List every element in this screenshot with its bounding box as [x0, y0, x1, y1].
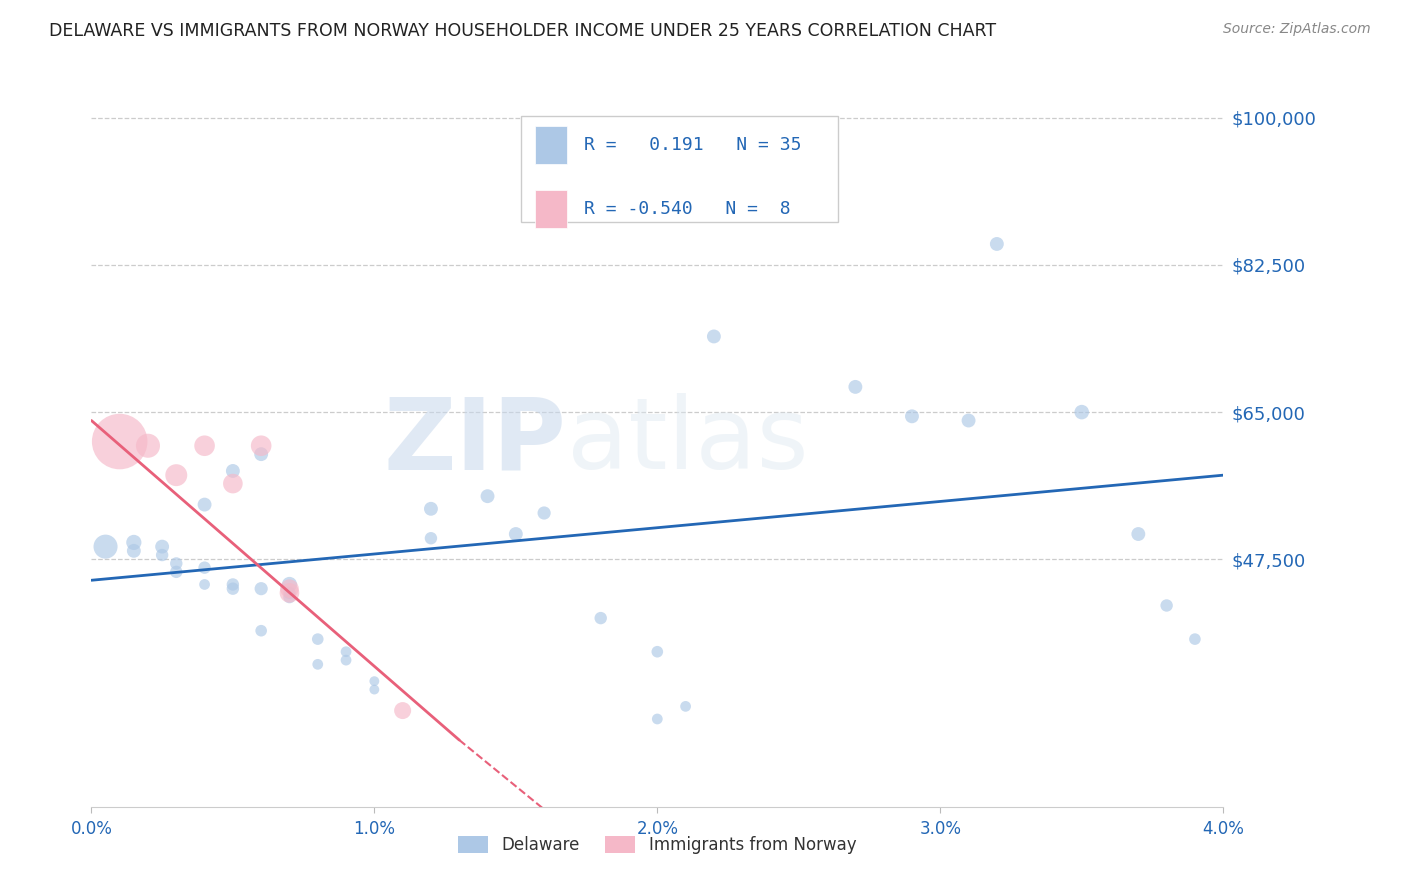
- Point: [108, 434, 131, 449]
- Point: [477, 489, 499, 503]
- Point: [391, 704, 413, 718]
- Point: [335, 645, 357, 659]
- Point: [1156, 599, 1178, 613]
- Point: [136, 439, 159, 453]
- FancyBboxPatch shape: [522, 116, 838, 222]
- Point: [278, 582, 301, 596]
- Point: [307, 657, 329, 672]
- Point: [363, 674, 385, 689]
- Point: [193, 577, 217, 591]
- Point: [165, 557, 187, 571]
- Point: [222, 464, 245, 478]
- Point: [533, 506, 555, 520]
- Point: [589, 611, 612, 625]
- Text: R = -0.540   N =  8: R = -0.540 N = 8: [583, 200, 790, 218]
- Point: [675, 699, 697, 714]
- Point: [645, 645, 668, 659]
- Point: [193, 560, 217, 574]
- Point: [250, 624, 273, 638]
- Point: [335, 653, 357, 667]
- Point: [1070, 405, 1092, 419]
- Point: [150, 540, 173, 554]
- Legend: Delaware, Immigrants from Norway: Delaware, Immigrants from Norway: [451, 830, 863, 861]
- Text: ZIP: ZIP: [384, 393, 567, 490]
- Point: [307, 632, 329, 646]
- Point: [419, 501, 441, 516]
- Point: [1184, 632, 1206, 646]
- Text: Source: ZipAtlas.com: Source: ZipAtlas.com: [1223, 22, 1371, 37]
- Point: [150, 548, 173, 562]
- Point: [122, 544, 145, 558]
- Point: [505, 527, 527, 541]
- Point: [986, 237, 1008, 252]
- Point: [901, 409, 924, 424]
- Point: [165, 565, 187, 579]
- Point: [278, 586, 301, 600]
- Point: [957, 413, 980, 427]
- Point: [222, 577, 245, 591]
- Point: [193, 439, 217, 453]
- Point: [94, 540, 117, 554]
- Point: [250, 447, 273, 461]
- Bar: [536, 127, 567, 164]
- Point: [250, 439, 273, 453]
- Point: [1128, 527, 1150, 541]
- Point: [250, 582, 273, 596]
- Text: atlas: atlas: [567, 393, 808, 490]
- Point: [703, 329, 725, 343]
- Point: [278, 577, 301, 591]
- Text: R =   0.191   N = 35: R = 0.191 N = 35: [583, 136, 801, 154]
- Point: [222, 582, 245, 596]
- Point: [278, 586, 301, 600]
- Point: [844, 380, 866, 394]
- Point: [419, 531, 441, 545]
- Point: [278, 590, 301, 604]
- Point: [165, 468, 187, 483]
- Point: [645, 712, 668, 726]
- Bar: [536, 190, 567, 228]
- Text: DELAWARE VS IMMIGRANTS FROM NORWAY HOUSEHOLDER INCOME UNDER 25 YEARS CORRELATION: DELAWARE VS IMMIGRANTS FROM NORWAY HOUSE…: [49, 22, 997, 40]
- Point: [363, 682, 385, 697]
- Point: [122, 535, 145, 549]
- Point: [222, 476, 245, 491]
- Point: [193, 498, 217, 512]
